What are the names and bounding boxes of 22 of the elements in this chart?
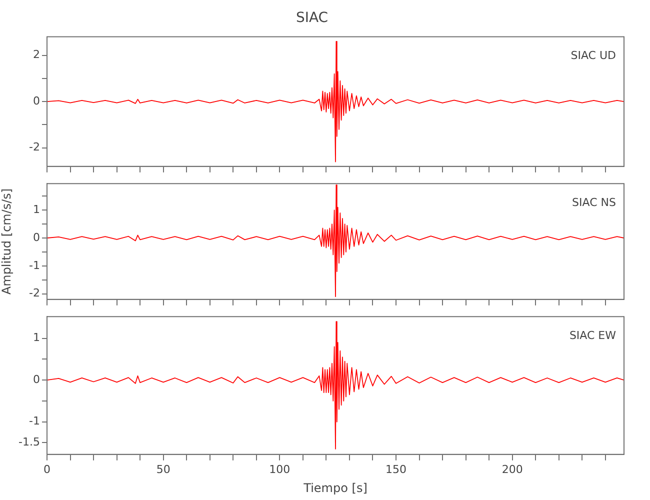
x-tick-label: 0 bbox=[44, 462, 50, 476]
annotation: SIAC EW bbox=[569, 328, 616, 342]
chart-title: SIAC bbox=[296, 10, 328, 26]
x-tick-label: 50 bbox=[156, 462, 170, 476]
y-tick-label: 2 bbox=[33, 48, 40, 62]
y-tick-label: -2 bbox=[29, 286, 40, 300]
annotation: SIAC NS bbox=[572, 196, 616, 209]
y-tick-label: 0 bbox=[33, 372, 40, 386]
y-tick-label: 1 bbox=[33, 331, 40, 344]
y-tick-label: 1 bbox=[33, 202, 40, 216]
y-tick-label: -2 bbox=[29, 140, 40, 154]
x-tick-label: 100 bbox=[269, 462, 290, 476]
x-axis-title: Tiempo [s] bbox=[302, 480, 368, 495]
y-tick-label: -1 bbox=[29, 414, 40, 428]
annotation: SIAC UD bbox=[570, 49, 616, 62]
y-tick-label: 0 bbox=[33, 230, 40, 244]
x-tick-label: 200 bbox=[502, 462, 523, 476]
y-tick-label: -1 bbox=[29, 258, 40, 272]
y-tick-label: 0 bbox=[33, 94, 40, 108]
x-tick-label: 150 bbox=[385, 462, 406, 476]
y-axis-title: Amplitud [cm/s/s] bbox=[0, 188, 14, 295]
y-tick-label: -1.5 bbox=[18, 436, 40, 449]
